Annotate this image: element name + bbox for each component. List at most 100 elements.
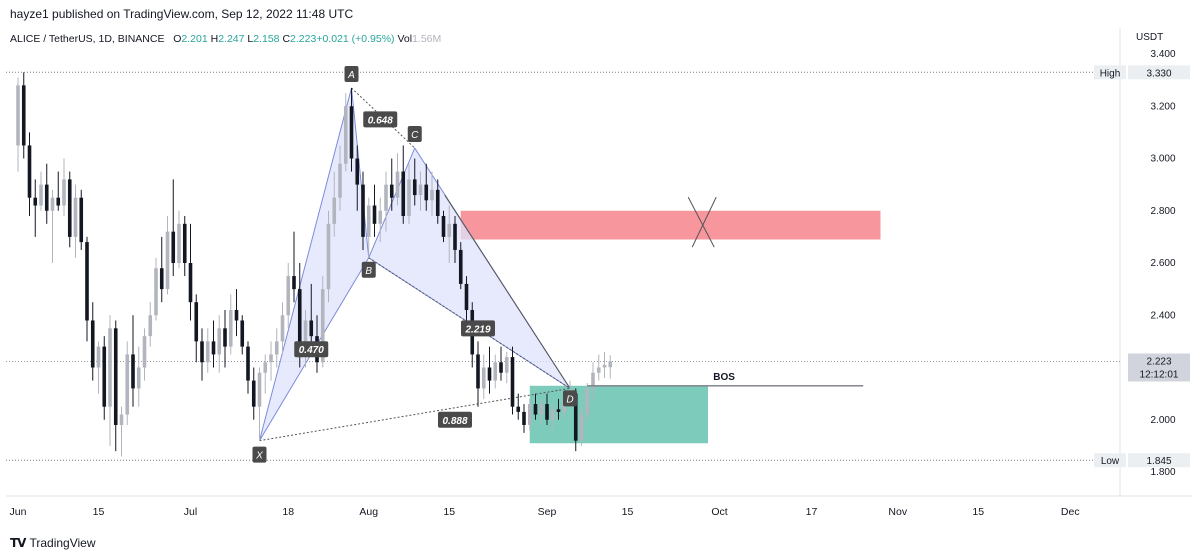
time-tick-label: 15 [443, 506, 455, 518]
demand-zone [529, 385, 708, 444]
time-tick-label: Jul [184, 506, 197, 518]
candle-body [539, 404, 544, 415]
pattern-point-badge [563, 390, 577, 407]
price-tick-label: 3.400 [1150, 49, 1175, 60]
price-tick-label: 2.000 [1150, 415, 1175, 426]
price-tick-label: 1.800 [1150, 467, 1175, 478]
pattern-point-badge [344, 65, 359, 82]
candle-body [464, 283, 469, 311]
candle-body [401, 171, 406, 216]
pattern-point-label: X [255, 451, 263, 462]
candle-body [573, 393, 578, 441]
candle-body [366, 205, 371, 237]
candle-body [16, 85, 20, 146]
last-price-value: 2.223 [1146, 356, 1171, 367]
low-key: L [247, 33, 254, 45]
volume-value: 1.56M [412, 33, 442, 45]
candle-body [44, 184, 49, 211]
candle-body [280, 315, 285, 342]
candle-body [182, 223, 187, 263]
candle-body [309, 320, 314, 337]
ratio-label: 0.648 [368, 115, 393, 126]
price-tag-name-bg [1094, 65, 1126, 80]
candle-body [510, 357, 515, 407]
candle-body [453, 223, 457, 250]
candle-body [286, 276, 291, 316]
time-tick-label: 17 [806, 506, 818, 518]
candle-body [320, 289, 325, 363]
price-tag-value: 1.845 [1146, 456, 1171, 467]
candle-body [343, 106, 348, 164]
candle-body [119, 414, 124, 425]
candle-body [533, 404, 538, 415]
trendline [444, 194, 571, 389]
candle-body [476, 354, 480, 389]
candle-body [125, 354, 130, 415]
candle-body [297, 289, 302, 355]
ratio-label: 0.470 [299, 345, 324, 356]
time-tick-label: Dec [1061, 506, 1080, 518]
candle-body [608, 361, 613, 368]
candle-body [407, 179, 411, 216]
candle-body [165, 231, 170, 290]
candle-body [56, 197, 61, 206]
volume-key: Vol [397, 33, 413, 45]
candle-body [200, 341, 204, 363]
pattern-point-label: D [566, 394, 573, 405]
candle-body [332, 197, 337, 224]
close-key: C [282, 33, 291, 45]
price-tick-label: 3.000 [1150, 154, 1175, 165]
bos-label: BOS [713, 372, 735, 383]
ratio-label: 0.888 [442, 416, 467, 427]
candle-body [257, 372, 262, 407]
candle-body [234, 310, 239, 321]
candle-body [39, 184, 43, 206]
pattern-point-label: A [347, 70, 355, 81]
candle-body [228, 310, 233, 347]
candle-body [384, 184, 388, 211]
price-tag-value-bg [1128, 65, 1190, 80]
symbol-name: ALICE / TetherUS, 1D, BINANCE [10, 33, 165, 45]
publisher-line: hayze1 published on TradingView.com, Sep… [10, 7, 354, 21]
cross-mark-line [691, 196, 717, 248]
candle-body [142, 336, 147, 368]
candle-body [338, 163, 342, 198]
footer-brand: 𝗧𝗩 TradingView [10, 536, 96, 550]
candle-body [223, 328, 227, 347]
candle-body [326, 223, 331, 290]
candle-body [395, 171, 400, 198]
candle-body [274, 341, 279, 355]
tradingview-logo-icon: 𝗧𝗩 [10, 536, 27, 550]
candle-body [33, 197, 38, 206]
close-value: 2.223 [290, 33, 317, 45]
candle-body [487, 367, 492, 381]
pattern-ac-line [351, 87, 416, 149]
candle-body [205, 341, 210, 363]
candle-body [412, 179, 417, 196]
candle-body [73, 197, 78, 237]
candle-body [62, 179, 66, 206]
candle-body [499, 362, 503, 373]
candle-body [389, 184, 394, 198]
ratio-badge [294, 341, 329, 358]
candle-body [361, 184, 365, 237]
ratio-badge [461, 320, 495, 337]
time-tick-label: 18 [282, 506, 294, 518]
time-tick-label: Oct [711, 506, 727, 518]
pattern-point-badge [407, 126, 422, 143]
ratio-label: 2.219 [464, 324, 490, 335]
candle-body [246, 346, 250, 381]
candle-body [90, 320, 95, 368]
candle-body [522, 411, 526, 425]
candle-body [349, 106, 354, 159]
candle-body [372, 205, 377, 224]
high-value: 2.247 [218, 33, 245, 45]
time-tick-label: Nov [888, 506, 907, 518]
pattern-point-label: C [411, 130, 419, 141]
candle-body [493, 362, 498, 381]
price-tick-label: 2.800 [1150, 206, 1175, 217]
time-tick-label: 15 [93, 506, 105, 518]
candle-body [67, 179, 72, 237]
candle-body [556, 409, 561, 412]
